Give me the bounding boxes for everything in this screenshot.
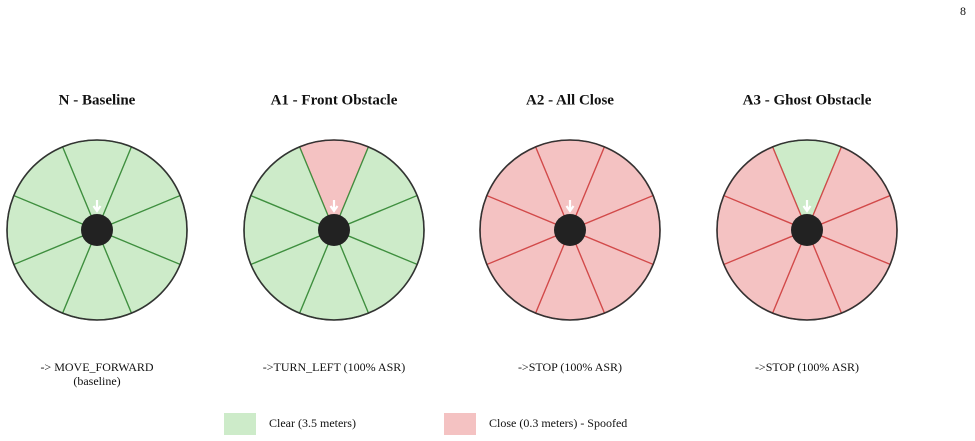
panel-title: A2 - All Close xyxy=(526,92,614,108)
heading-arrow xyxy=(565,200,575,213)
panel-caption: ->STOP (100% ASR) xyxy=(518,360,622,374)
panel-title: A1 - Front Obstacle xyxy=(271,92,398,108)
panel-title: N - Baseline xyxy=(59,92,136,108)
legend-label: Close (0.3 meters) - Spoofed xyxy=(489,416,627,430)
panel-caption: ->TURN_LEFT (100% ASR) xyxy=(263,360,406,374)
heading-arrow xyxy=(802,200,812,213)
heading-arrow xyxy=(92,200,102,213)
panel-caption: (baseline) xyxy=(73,374,120,388)
legend-swatch xyxy=(224,413,256,435)
panel-title: A3 - Ghost Obstacle xyxy=(743,92,872,108)
robot-hub xyxy=(81,214,113,246)
panel-caption: ->STOP (100% ASR) xyxy=(755,360,859,374)
sensor-ring xyxy=(243,139,425,321)
sensor-ring xyxy=(716,139,898,321)
page-number: 8 xyxy=(960,4,966,18)
heading-arrow xyxy=(329,200,339,213)
legend-label: Clear (3.5 meters) xyxy=(269,416,356,430)
robot-hub xyxy=(554,214,586,246)
sensor-ring xyxy=(6,139,188,321)
sensor-ring xyxy=(479,139,661,321)
panel-caption: -> MOVE_FORWARD xyxy=(40,360,153,374)
robot-hub xyxy=(791,214,823,246)
robot-hub xyxy=(318,214,350,246)
legend-swatch xyxy=(444,413,476,435)
